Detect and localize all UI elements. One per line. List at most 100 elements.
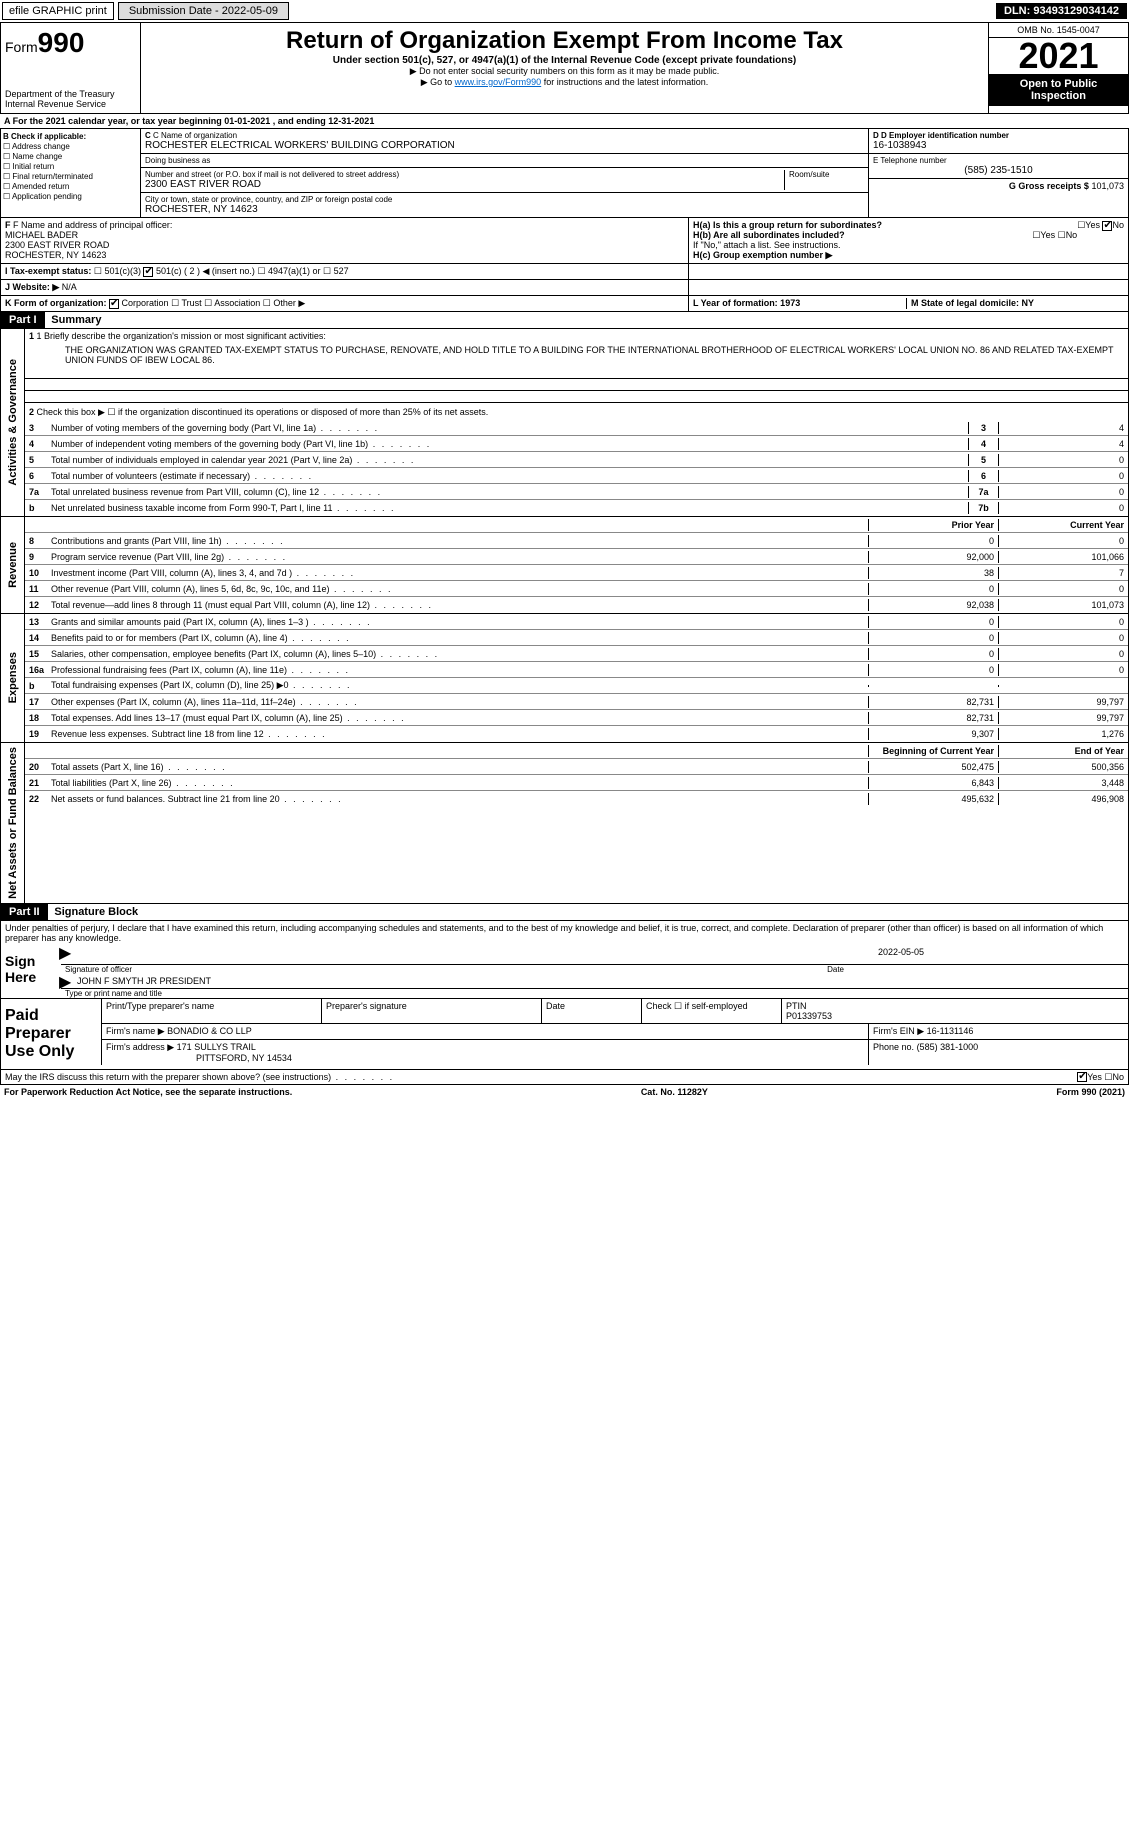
tax-status-row: I Tax-exempt status: ☐ 501(c)(3) 501(c) …	[0, 264, 1129, 280]
inspection-label: Open to Public Inspection	[989, 74, 1128, 106]
firm-phone: Phone no. (585) 381-1000	[868, 1040, 1128, 1065]
sig-line1: ▶ 2022-05-05	[61, 945, 1128, 965]
dba-lbl: Doing business as	[145, 156, 864, 165]
chk-initial[interactable]: ☐ Initial return	[3, 162, 138, 171]
rev-header: Prior Year Current Year	[25, 517, 1128, 533]
status-lbl: I Tax-exempt status:	[5, 266, 91, 276]
table-row: 15Salaries, other compensation, employee…	[25, 646, 1128, 662]
room-lbl: Room/suite	[789, 170, 864, 179]
prep-name-lbl: Print/Type preparer's name	[101, 999, 321, 1023]
gross-lbl: G Gross receipts $	[1009, 181, 1089, 191]
hc-row: H(c) Group exemption number ▶	[693, 250, 1124, 261]
net-header: Beginning of Current Year End of Year	[25, 743, 1128, 759]
period-line: A For the 2021 calendar year, or tax yea…	[0, 114, 1129, 129]
table-row: 19Revenue less expenses. Subtract line 1…	[25, 726, 1128, 742]
city-val: ROCHESTER, NY 14623	[145, 204, 864, 215]
paid-prep-lbl: Paid Preparer Use Only	[1, 999, 101, 1069]
check-self[interactable]: Check ☐ if self-employed	[641, 999, 781, 1023]
table-row: bTotal fundraising expenses (Part IX, co…	[25, 678, 1128, 694]
website-row: J Website: ▶ N/A	[0, 280, 1129, 296]
hb-note: If "No," attach a list. See instructions…	[693, 240, 1124, 250]
org-name-lbl: C C Name of organization	[145, 131, 864, 140]
officer-name: MICHAEL BADER	[5, 230, 684, 240]
table-row: 3Number of voting members of the governi…	[25, 420, 1128, 436]
table-row: 18Total expenses. Add lines 13–17 (must …	[25, 710, 1128, 726]
table-row: 7aTotal unrelated business revenue from …	[25, 484, 1128, 500]
revenue-section: Revenue Prior Year Current Year 8Contrib…	[0, 517, 1129, 614]
officer-addr1: 2300 EAST RIVER ROAD	[5, 240, 684, 250]
hb-row: H(b) Are all subordinates included? ☐Yes…	[693, 230, 1124, 240]
footer: For Paperwork Reduction Act Notice, see …	[0, 1085, 1129, 1099]
part1-header: Part I Summary	[0, 312, 1129, 329]
form-header: Form990 Department of the Treasury Inter…	[0, 22, 1129, 114]
firm-addr: Firm's address ▶ 171 SULLYS TRAIL PITTSF…	[101, 1040, 868, 1065]
table-row: 22Net assets or fund balances. Subtract …	[25, 791, 1128, 807]
form-org-row: K Form of organization: Corporation ☐ Tr…	[0, 296, 1129, 312]
officer-lbl: F F Name and address of principal office…	[5, 220, 684, 230]
pra-notice: For Paperwork Reduction Act Notice, see …	[4, 1087, 292, 1097]
vert-gov: Activities & Governance	[5, 355, 21, 490]
efile-label: efile GRAPHIC print	[2, 2, 114, 20]
chk-final[interactable]: ☐ Final return/terminated	[3, 172, 138, 181]
ein-lbl: D D Employer identification number	[873, 131, 1124, 140]
table-row: 10Investment income (Part VIII, column (…	[25, 565, 1128, 581]
org-name: ROCHESTER ELECTRICAL WORKERS' BUILDING C…	[145, 140, 864, 151]
state-domicile: M State of legal domicile: NY	[906, 298, 1124, 309]
tel-val: (585) 235-1510	[873, 165, 1124, 176]
table-row: 14Benefits paid to or for members (Part …	[25, 630, 1128, 646]
chk-pending[interactable]: ☐ Application pending	[3, 192, 138, 201]
firm-ein: Firm's EIN ▶ 16-1131146	[868, 1024, 1128, 1039]
instructions-note: ▶ Go to www.irs.gov/Form990 for instruct…	[145, 77, 984, 88]
dept-label: Department of the Treasury	[5, 89, 136, 99]
submission-date-btn[interactable]: Submission Date - 2022-05-09	[118, 2, 289, 20]
vert-exp: Expenses	[5, 648, 21, 707]
declaration: Under penalties of perjury, I declare th…	[1, 921, 1128, 945]
table-row: 9Program service revenue (Part VIII, lin…	[25, 549, 1128, 565]
topbar: efile GRAPHIC print Submission Date - 20…	[0, 0, 1129, 22]
table-row: 20Total assets (Part X, line 16)502,4755…	[25, 759, 1128, 775]
discuss-row: May the IRS discuss this return with the…	[1, 1069, 1128, 1084]
signature-block: Under penalties of perjury, I declare th…	[0, 921, 1129, 1085]
prep-date-lbl: Date	[541, 999, 641, 1023]
table-row: 4Number of independent voting members of…	[25, 436, 1128, 452]
officer-addr2: ROCHESTER, NY 14623	[5, 250, 684, 260]
city-lbl: City or town, state or province, country…	[145, 195, 864, 204]
netassets-section: Net Assets or Fund Balances Beginning of…	[0, 743, 1129, 904]
table-row: 13Grants and similar amounts paid (Part …	[25, 614, 1128, 630]
ein-val: 16-1038943	[873, 140, 1124, 151]
type-name-lbl: Type or print name and title	[61, 989, 1128, 998]
table-row: 12Total revenue—add lines 8 through 11 (…	[25, 597, 1128, 613]
mission-lbl: 1 1 Briefly describe the organization's …	[25, 329, 1128, 343]
tax-year: 2021	[989, 38, 1128, 74]
entity-info: B Check if applicable: ☐ Address change …	[0, 129, 1129, 218]
gross-val: 101,073	[1091, 181, 1124, 191]
officer-row: F F Name and address of principal office…	[0, 218, 1129, 264]
irs-link[interactable]: www.irs.gov/Form990	[455, 77, 542, 87]
section-b-hdr: B Check if applicable:	[3, 132, 138, 141]
irs-label: Internal Revenue Service	[5, 99, 136, 109]
form-subtitle: Under section 501(c), 527, or 4947(a)(1)…	[145, 55, 984, 66]
tel-lbl: E Telephone number	[873, 156, 1124, 165]
mission-text: THE ORGANIZATION WAS GRANTED TAX-EXEMPT …	[25, 343, 1128, 367]
cat-no: Cat. No. 11282Y	[641, 1087, 708, 1097]
form-ref: Form 990 (2021)	[1056, 1087, 1125, 1097]
table-row: 8Contributions and grants (Part VIII, li…	[25, 533, 1128, 549]
chk-name[interactable]: ☐ Name change	[3, 152, 138, 161]
table-row: 5Total number of individuals employed in…	[25, 452, 1128, 468]
vert-rev: Revenue	[5, 538, 21, 592]
table-row: 17Other expenses (Part IX, column (A), l…	[25, 694, 1128, 710]
firm-name: Firm's name ▶ BONADIO & CO LLP	[101, 1024, 868, 1039]
governance-section: Activities & Governance 1 1 Briefly desc…	[0, 329, 1129, 517]
prep-sig-lbl: Preparer's signature	[321, 999, 541, 1023]
dln-label: DLN: 93493129034142	[996, 3, 1127, 19]
table-row: 6Total number of volunteers (estimate if…	[25, 468, 1128, 484]
form-title: Return of Organization Exempt From Incom…	[145, 27, 984, 55]
expenses-section: Expenses 13Grants and similar amounts pa…	[0, 614, 1129, 743]
addr-val: 2300 EAST RIVER ROAD	[145, 179, 784, 190]
officer-typed: ▶ JOHN F SMYTH JR PRESIDENT	[61, 974, 1128, 989]
chk-amended[interactable]: ☐ Amended return	[3, 182, 138, 191]
form-number: Form990	[5, 27, 136, 59]
chk-address[interactable]: ☐ Address change	[3, 142, 138, 151]
line2: 2 Check this box ▶ ☐ if the organization…	[25, 405, 1128, 420]
table-row: 16aProfessional fundraising fees (Part I…	[25, 662, 1128, 678]
